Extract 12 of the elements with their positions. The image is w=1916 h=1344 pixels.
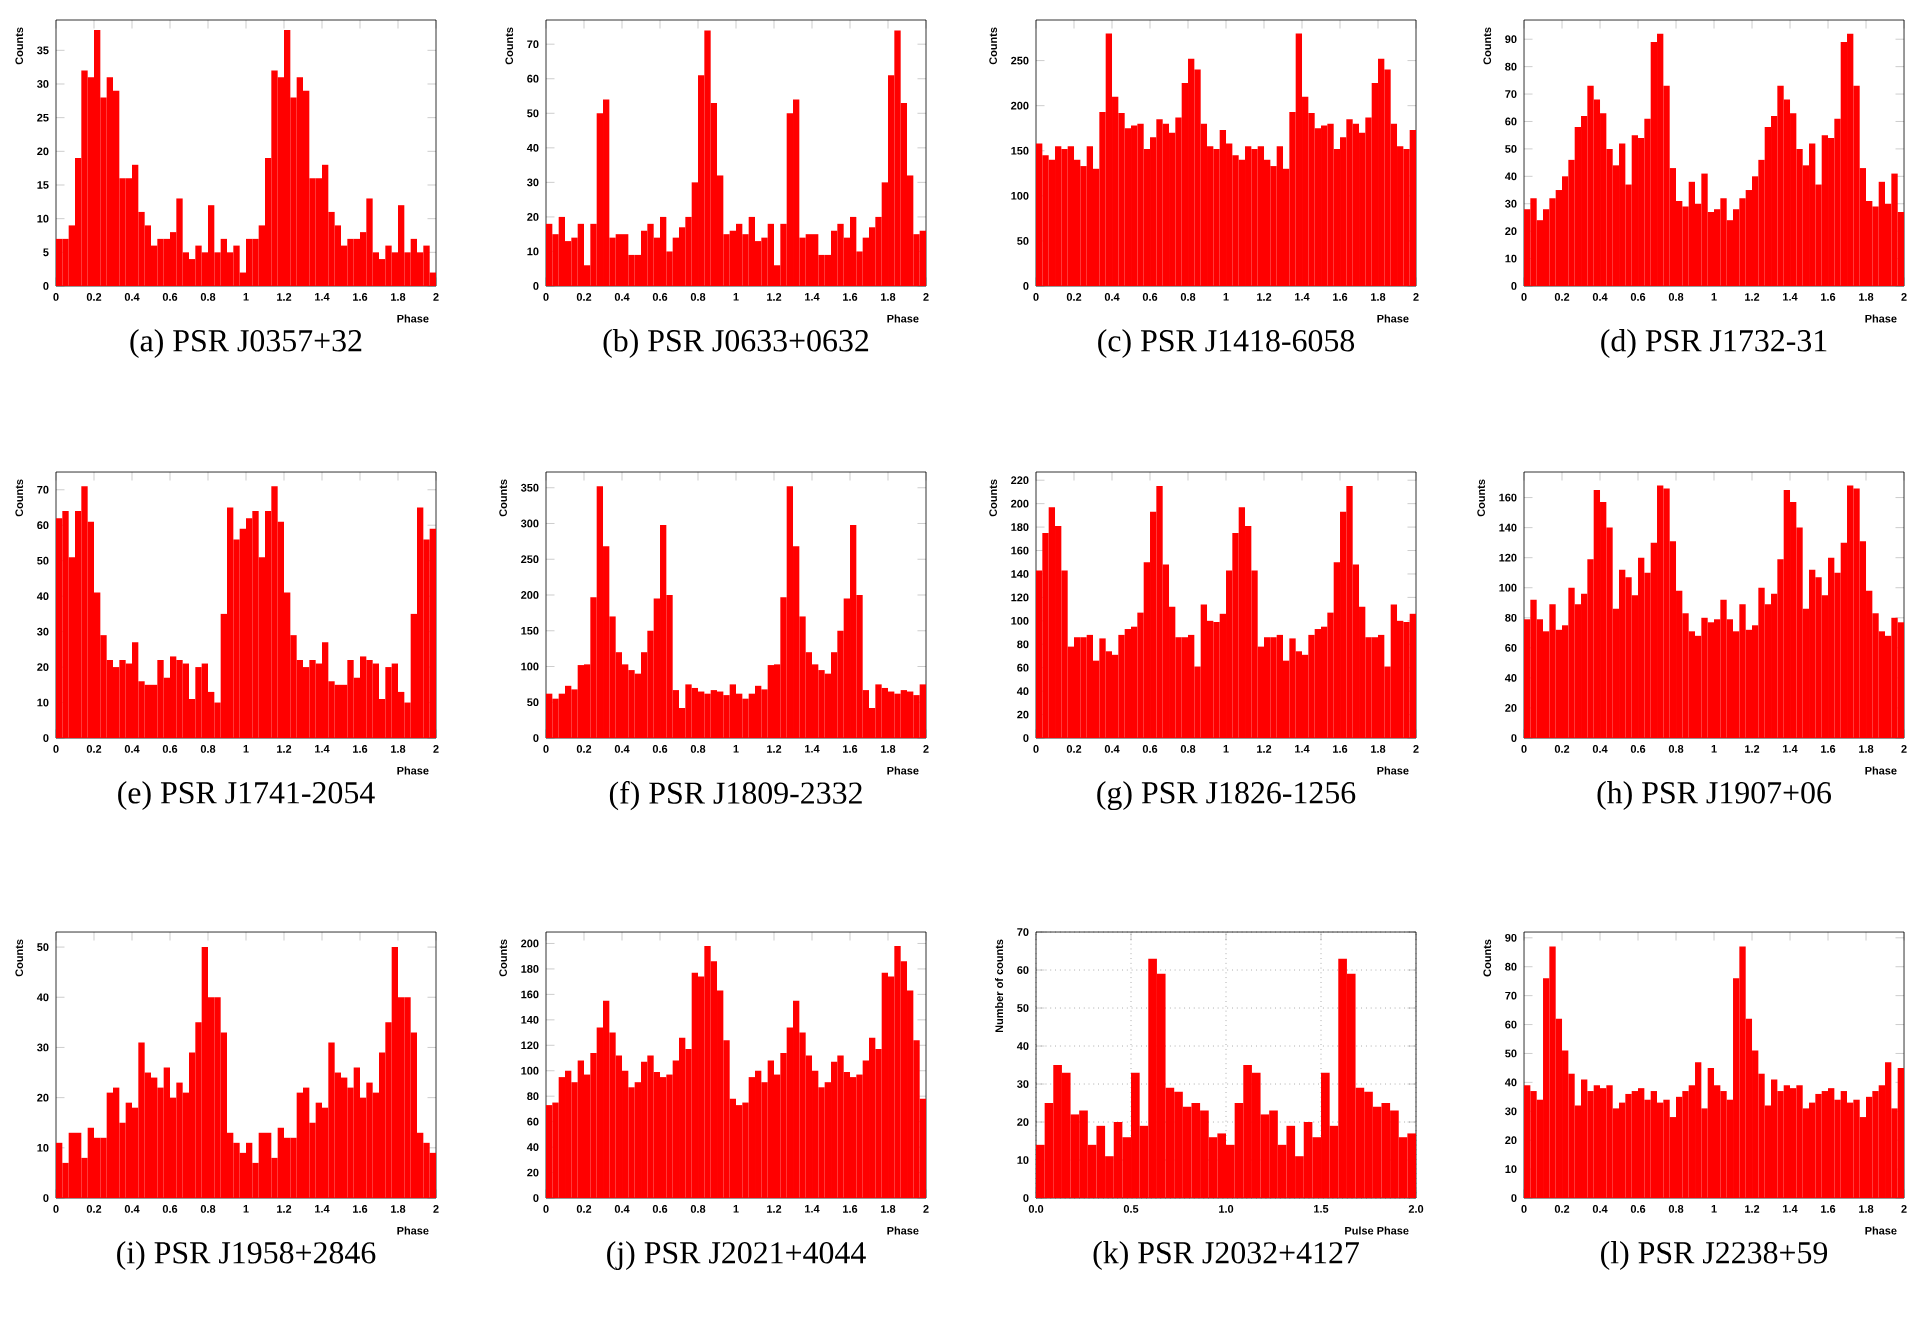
text: (k) PSR J2032+4127 [1093,1241,1359,1271]
text: (l) PSR J2238+59 [1601,1241,1828,1271]
text: (e) PSR J1741-2054 [118,781,375,810]
text: (a) PSR J0357+32 [130,329,362,358]
text: (j) PSR J2021+4044 [607,1241,866,1271]
text: (g) PSR J1826-1256 [1097,781,1356,811]
text: (b) PSR J0633+0632 [603,329,869,358]
text: (h) PSR J1907+06 [1597,781,1831,810]
text: (i) PSR J1958+2846 [117,1241,376,1271]
text: (f) PSR J1809-2332 [609,781,862,811]
text: (c) PSR J1418-6058 [1098,329,1355,358]
text: (d) PSR J1732-31 [1601,329,1827,358]
